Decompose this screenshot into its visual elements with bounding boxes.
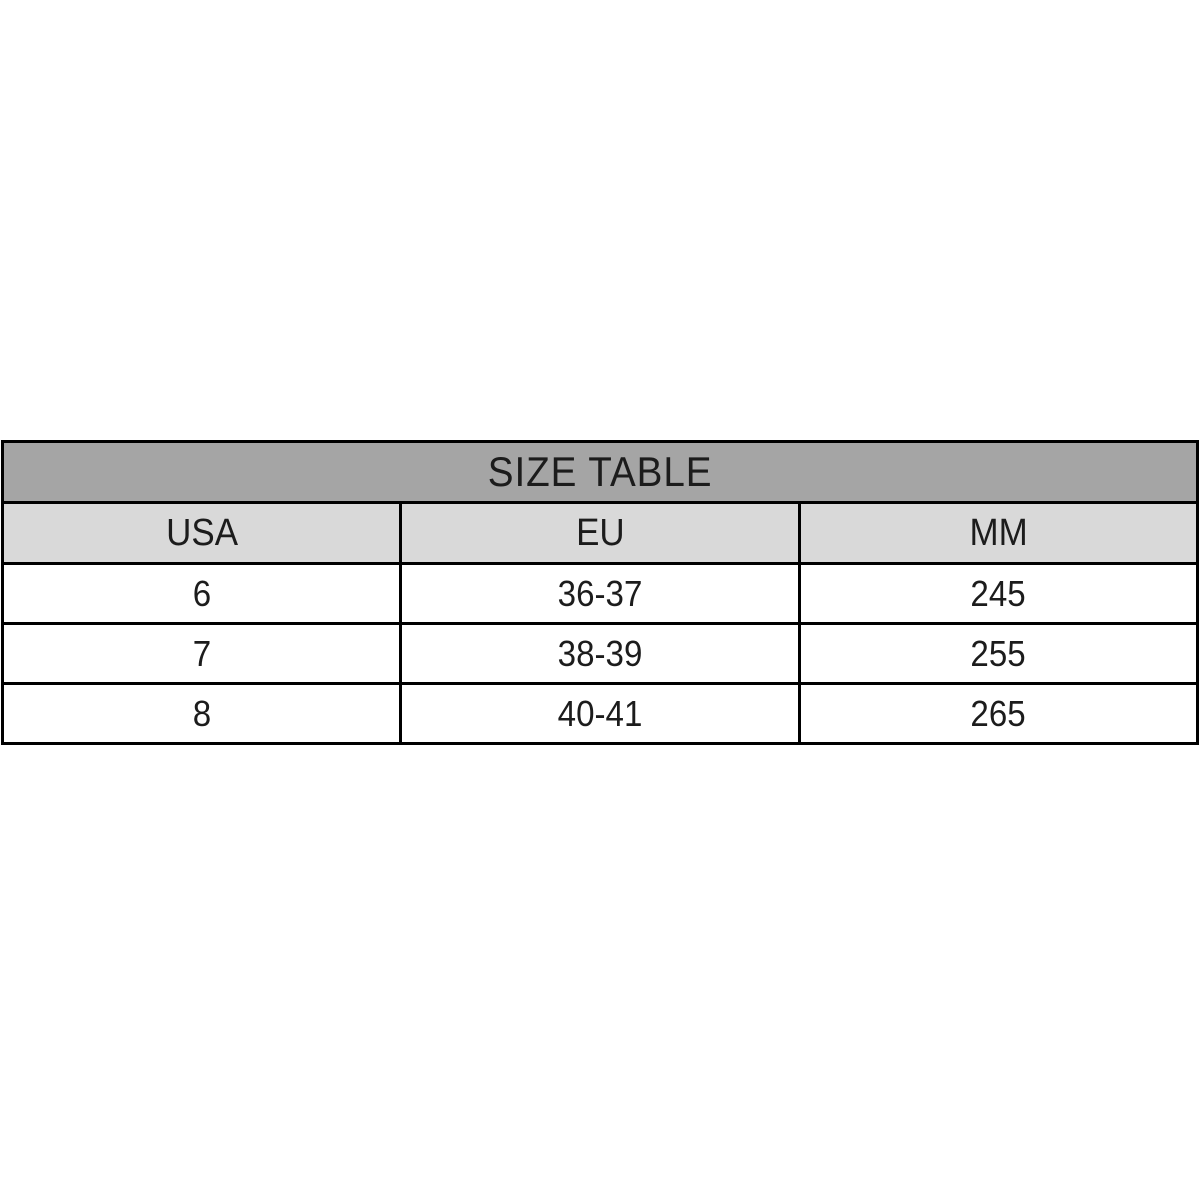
column-header-eu-label: EU <box>575 511 625 554</box>
cell-mm-value: 265 <box>797 682 1200 745</box>
column-header-mm-label: MM <box>969 511 1028 554</box>
size-table-title-row: SIZE TABLE <box>1 440 1199 504</box>
size-table-title: SIZE TABLE <box>1 440 1199 504</box>
cell-text: 40-41 <box>557 692 643 734</box>
cell-text: 36-37 <box>557 572 643 614</box>
cell-text: 265 <box>970 692 1026 734</box>
cell-text: 7 <box>192 632 211 674</box>
cell-usa-value: 6 <box>0 562 403 625</box>
cell-usa-value: 8 <box>0 682 403 745</box>
cell-usa-value: 7 <box>0 622 403 685</box>
size-table-title-text: SIZE TABLE <box>487 448 713 495</box>
cell-text: 255 <box>970 632 1026 674</box>
column-header-usa: USA <box>0 501 403 565</box>
cell-eu-value: 40-41 <box>399 682 801 745</box>
table-row: 8 40-41 265 <box>0 682 1200 745</box>
cell-mm-value: 245 <box>797 562 1200 625</box>
size-table: SIZE TABLE USA EU MM 6 <box>0 440 1200 745</box>
table-row: 6 36-37 245 <box>0 562 1200 625</box>
column-header-usa-label: USA <box>165 511 238 554</box>
cell-mm-value: 255 <box>797 622 1200 685</box>
column-header-mm: MM <box>797 501 1200 565</box>
cell-eu-value: 38-39 <box>399 622 801 685</box>
column-header-eu: EU <box>399 501 801 565</box>
cell-text: 245 <box>970 572 1026 614</box>
cell-text: 6 <box>192 572 211 614</box>
size-table-header-row: USA EU MM <box>0 501 1200 565</box>
table-row: 7 38-39 255 <box>0 622 1200 685</box>
cell-text: 8 <box>192 692 211 734</box>
cell-eu-value: 36-37 <box>399 562 801 625</box>
cell-text: 38-39 <box>557 632 643 674</box>
